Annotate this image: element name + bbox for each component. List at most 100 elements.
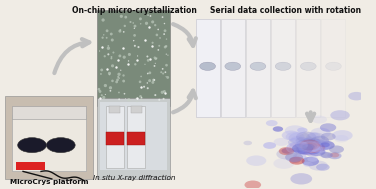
Bar <box>196 19 220 117</box>
Point <box>104 67 110 70</box>
Point <box>132 63 138 66</box>
Point <box>154 33 160 36</box>
Circle shape <box>244 180 261 189</box>
Circle shape <box>307 140 316 145</box>
Point <box>160 72 166 75</box>
Point <box>152 62 158 65</box>
Point <box>152 24 158 27</box>
Point <box>127 20 133 23</box>
Circle shape <box>320 123 336 132</box>
Point <box>121 56 127 59</box>
Point <box>150 20 156 23</box>
Circle shape <box>307 151 319 157</box>
Bar <box>109 106 120 113</box>
Circle shape <box>316 164 330 171</box>
Point <box>109 64 115 67</box>
Circle shape <box>302 142 318 150</box>
Bar <box>16 162 45 170</box>
Circle shape <box>303 162 313 167</box>
Point <box>138 22 144 25</box>
Circle shape <box>312 115 327 123</box>
Circle shape <box>306 132 325 143</box>
Circle shape <box>279 147 294 155</box>
Circle shape <box>318 138 328 143</box>
Point <box>108 57 114 60</box>
Point <box>138 95 144 98</box>
Point <box>162 92 168 95</box>
Point <box>131 39 137 42</box>
Point <box>109 55 115 58</box>
Point <box>159 91 165 94</box>
Point <box>138 98 144 101</box>
Point <box>97 97 103 100</box>
Point <box>123 97 129 100</box>
Point <box>101 96 107 99</box>
Circle shape <box>286 143 308 154</box>
Circle shape <box>302 142 318 151</box>
Point <box>145 72 151 75</box>
Point <box>138 75 144 78</box>
Circle shape <box>292 143 313 154</box>
Circle shape <box>329 153 341 159</box>
Text: On-chip micro-crystallization: On-chip micro-crystallization <box>72 6 197 15</box>
Point <box>161 22 167 25</box>
Point <box>116 73 122 76</box>
Point <box>151 78 157 81</box>
Point <box>98 72 104 75</box>
Point <box>97 90 103 93</box>
Circle shape <box>307 138 321 145</box>
Point <box>105 53 111 56</box>
Bar <box>12 115 86 171</box>
Circle shape <box>298 142 318 153</box>
Point <box>157 36 163 40</box>
Point <box>162 46 168 49</box>
Circle shape <box>318 150 326 154</box>
Circle shape <box>273 126 283 132</box>
Circle shape <box>282 148 293 154</box>
Circle shape <box>301 140 319 149</box>
Point <box>149 44 155 47</box>
Circle shape <box>319 152 330 158</box>
Circle shape <box>303 138 315 144</box>
Point <box>138 17 144 20</box>
Point <box>153 57 159 60</box>
Circle shape <box>308 145 318 150</box>
Point <box>116 91 122 94</box>
Point <box>133 97 139 100</box>
Point <box>102 84 108 87</box>
Point <box>111 51 117 54</box>
Point <box>130 22 136 25</box>
Circle shape <box>311 146 323 152</box>
Point <box>134 100 140 103</box>
Point <box>100 36 106 39</box>
Circle shape <box>276 149 297 160</box>
Circle shape <box>294 143 315 153</box>
Circle shape <box>306 136 320 143</box>
Point <box>134 59 140 62</box>
Circle shape <box>266 120 277 126</box>
Point <box>97 50 103 53</box>
Point <box>135 46 141 49</box>
Circle shape <box>315 142 331 150</box>
Circle shape <box>309 148 320 154</box>
Point <box>161 33 167 36</box>
Circle shape <box>299 144 311 150</box>
Point <box>105 44 111 47</box>
Circle shape <box>286 132 304 142</box>
Circle shape <box>311 136 329 145</box>
Point <box>150 78 156 81</box>
Circle shape <box>289 143 305 151</box>
Point <box>147 79 153 82</box>
Circle shape <box>293 153 306 160</box>
Point <box>158 71 164 74</box>
Circle shape <box>302 142 317 150</box>
Circle shape <box>309 132 318 137</box>
Point <box>132 44 138 47</box>
Bar <box>5 96 93 179</box>
Circle shape <box>302 144 313 150</box>
Circle shape <box>299 145 321 156</box>
Point <box>121 80 127 83</box>
Point <box>117 54 123 57</box>
Point <box>163 53 169 56</box>
Circle shape <box>299 143 318 153</box>
